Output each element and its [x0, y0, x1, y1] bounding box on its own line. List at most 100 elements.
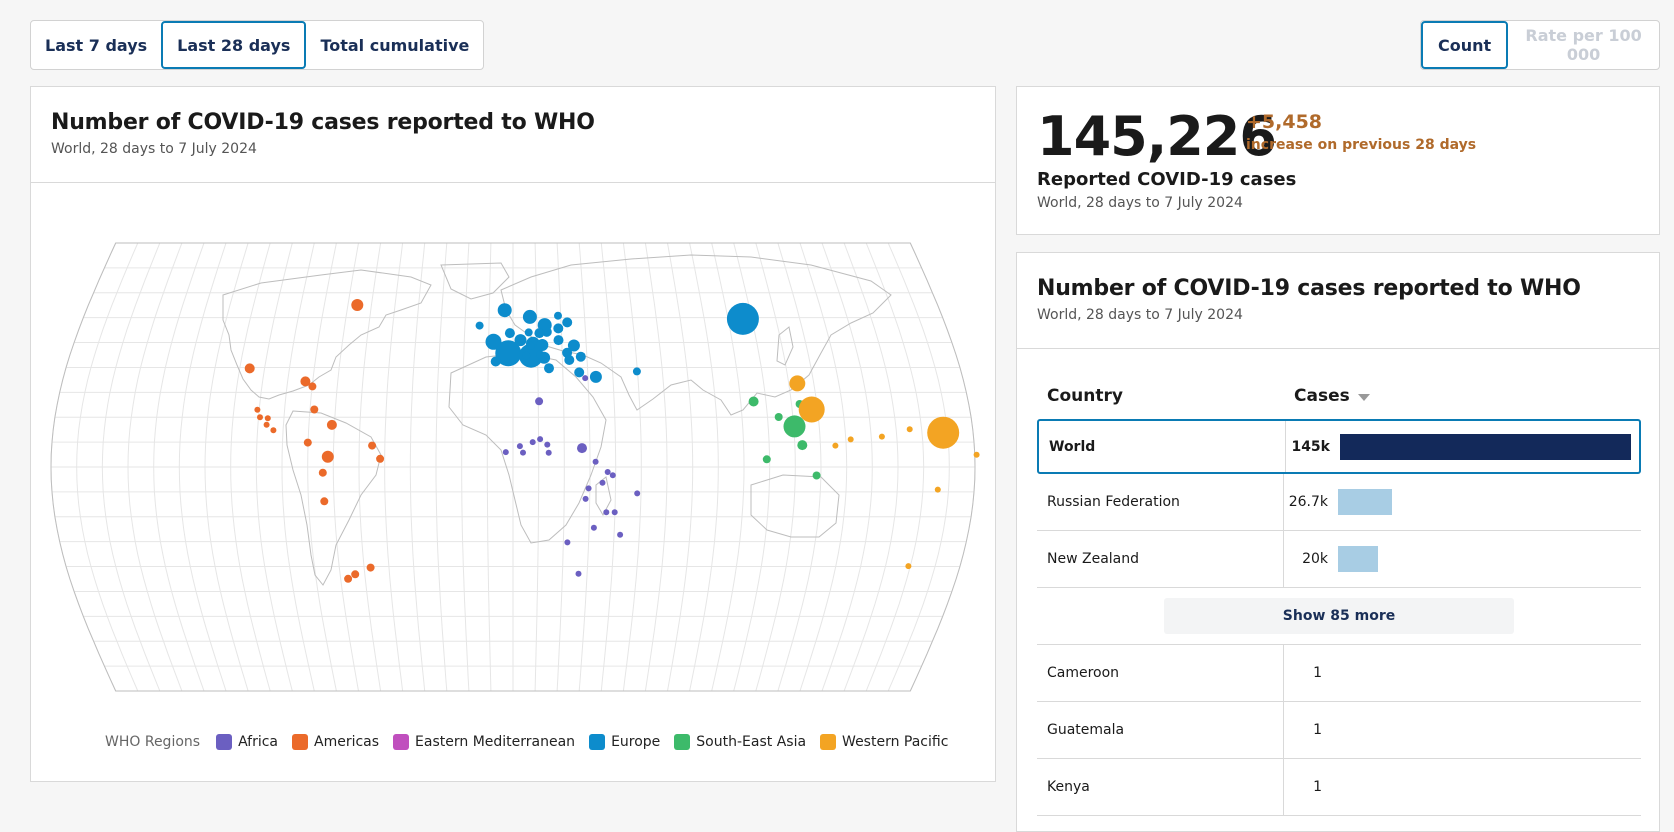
case-bubble-americas[interactable] [300, 376, 311, 387]
case-bubble-western-pacific[interactable] [973, 451, 980, 458]
case-bubble-europe[interactable] [726, 302, 759, 335]
case-bubble-africa[interactable] [544, 441, 551, 448]
case-bubble-americas[interactable] [270, 427, 277, 434]
tab-last-28-days[interactable]: Last 28 days [161, 21, 307, 69]
tab-last-7-days[interactable]: Last 7 days [31, 21, 161, 69]
case-bubble-americas[interactable] [310, 405, 319, 414]
case-bubble-americas[interactable] [257, 414, 263, 421]
case-bubble-americas[interactable] [254, 406, 261, 413]
case-bubble-africa[interactable] [604, 469, 611, 475]
case-bubble-africa[interactable] [611, 509, 618, 516]
table-row-world[interactable]: World 145k [1037, 419, 1641, 474]
case-bubble-europe[interactable] [575, 351, 586, 362]
case-bubble-western-pacific[interactable] [798, 396, 825, 423]
case-bubble-africa[interactable] [585, 485, 592, 492]
case-bubble-africa[interactable] [529, 439, 536, 446]
case-bubble-western-pacific[interactable] [832, 442, 839, 449]
case-bubble-europe[interactable] [632, 367, 641, 376]
case-bubble-western-pacific[interactable] [789, 375, 806, 392]
show-more-button[interactable]: Show 85 more [1164, 598, 1514, 634]
case-bubble-americas[interactable] [351, 299, 364, 311]
case-bubble-south-east-asia[interactable] [762, 455, 771, 464]
case-bubble-south-east-asia[interactable] [783, 415, 806, 438]
case-bubble-south-east-asia[interactable] [812, 471, 821, 480]
case-bubble-europe[interactable] [522, 309, 537, 324]
table-row[interactable]: Cameroon 1 [1037, 645, 1641, 702]
case-bubble-europe[interactable] [497, 303, 512, 318]
case-bubble-western-pacific[interactable] [906, 426, 913, 433]
case-bubble-europe[interactable] [504, 328, 515, 339]
case-bubble-europe[interactable] [553, 323, 564, 334]
case-bubble-africa[interactable] [634, 490, 641, 497]
case-bubble-western-pacific[interactable] [878, 433, 885, 440]
case-bubble-western-pacific[interactable] [927, 416, 960, 449]
case-bubble-africa[interactable] [590, 524, 597, 531]
case-bubble-europe[interactable] [567, 339, 580, 352]
case-bubble-europe[interactable] [495, 340, 522, 367]
table-row[interactable]: Russian Federation 26.7k [1037, 474, 1641, 531]
case-bubble-africa[interactable] [582, 375, 589, 382]
case-bubble-south-east-asia[interactable] [774, 413, 783, 421]
case-bubble-americas[interactable] [321, 450, 334, 463]
case-bubble-europe[interactable] [475, 321, 484, 330]
tab-rate-per-100000[interactable]: Rate per 100 000 [1508, 21, 1659, 69]
case-bubble-europe[interactable] [514, 334, 527, 347]
case-bubble-africa[interactable] [545, 449, 552, 456]
case-bubble-western-pacific[interactable] [847, 436, 854, 443]
case-bubble-americas[interactable] [244, 363, 255, 374]
case-bubble-americas[interactable] [366, 563, 375, 572]
case-bubble-africa[interactable] [535, 397, 544, 406]
case-bubble-europe[interactable] [553, 335, 564, 346]
case-bubble-americas[interactable] [318, 468, 327, 477]
case-bubble-western-pacific[interactable] [934, 486, 941, 493]
case-bubble-africa[interactable] [502, 449, 509, 456]
case-bubble-south-east-asia[interactable] [797, 440, 808, 451]
tab-total-cumulative[interactable]: Total cumulative [306, 21, 483, 69]
case-bubble-africa[interactable] [603, 509, 610, 516]
case-bubble-europe[interactable] [564, 355, 575, 365]
legend-item-western-pacific[interactable]: Western Pacific [820, 734, 948, 750]
case-bubble-europe[interactable] [589, 370, 602, 383]
case-bubble-americas[interactable] [326, 419, 337, 430]
case-bubble-europe[interactable] [485, 333, 502, 350]
case-bubble-europe[interactable] [524, 328, 533, 337]
column-header-country[interactable]: Country [1047, 386, 1123, 406]
case-bubble-africa[interactable] [599, 479, 606, 486]
case-bubble-europe[interactable] [526, 341, 535, 350]
case-bubble-americas[interactable] [263, 421, 270, 428]
legend-item-americas[interactable]: Americas [292, 734, 379, 750]
case-bubble-americas[interactable] [308, 382, 317, 391]
column-header-cases[interactable]: Cases [1284, 386, 1370, 406]
case-bubble-south-east-asia[interactable] [748, 396, 759, 407]
sort-descending-icon[interactable] [1357, 394, 1370, 401]
case-bubble-europe[interactable] [562, 317, 573, 328]
case-bubble-africa[interactable] [575, 570, 582, 577]
case-bubble-africa[interactable] [537, 436, 544, 443]
case-bubble-africa[interactable] [564, 539, 571, 546]
case-bubble-europe[interactable] [554, 311, 562, 320]
tab-count[interactable]: Count [1421, 21, 1509, 69]
case-bubble-europe[interactable] [574, 367, 585, 378]
case-bubble-africa[interactable] [520, 449, 526, 456]
case-bubble-africa[interactable] [582, 495, 589, 502]
case-bubble-americas[interactable] [320, 497, 329, 506]
table-row[interactable]: New Zealand 20k [1037, 531, 1641, 588]
case-bubble-western-pacific[interactable] [905, 563, 912, 570]
legend-item-europe[interactable]: Europe [589, 734, 660, 750]
case-bubble-africa[interactable] [516, 443, 523, 450]
case-bubble-europe[interactable] [534, 328, 545, 339]
case-bubble-africa[interactable] [577, 443, 587, 454]
table-row[interactable]: Guatemala 1 [1037, 702, 1641, 759]
legend-item-south-east-asia[interactable]: South-East Asia [674, 734, 806, 750]
case-bubble-africa[interactable] [609, 472, 616, 479]
case-bubble-africa[interactable] [592, 458, 599, 465]
case-bubble-americas[interactable] [351, 570, 360, 579]
case-bubble-africa[interactable] [617, 531, 624, 538]
case-bubble-americas[interactable] [376, 454, 385, 463]
case-bubble-europe[interactable] [490, 356, 501, 367]
legend-item-eastern-mediterranean[interactable]: Eastern Mediterranean [393, 734, 575, 750]
legend-item-africa[interactable]: Africa [216, 734, 278, 750]
world-map[interactable] [31, 185, 995, 715]
case-bubble-americas[interactable] [303, 438, 312, 447]
case-bubble-europe[interactable] [522, 351, 531, 360]
